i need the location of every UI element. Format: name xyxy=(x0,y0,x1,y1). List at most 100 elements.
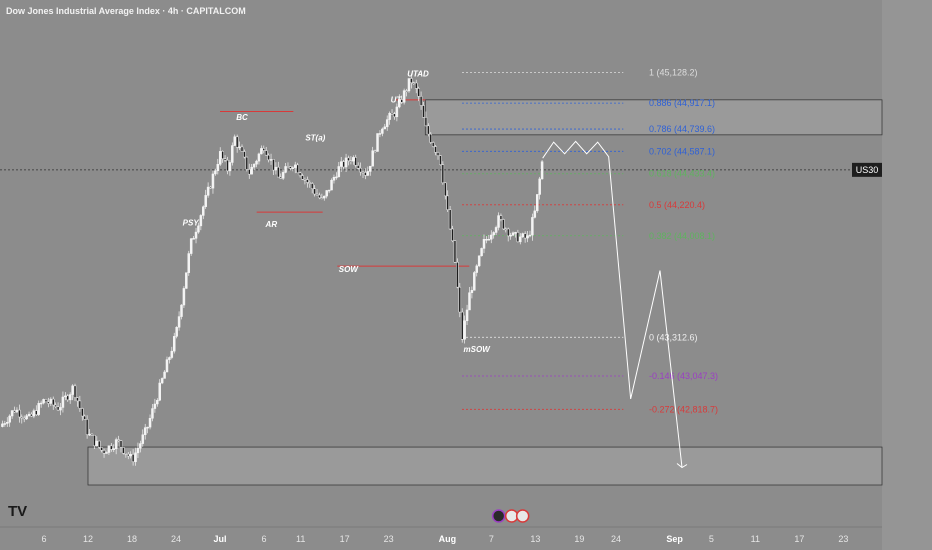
candle xyxy=(44,398,48,403)
candle-body xyxy=(342,161,345,168)
candle-body xyxy=(25,415,28,420)
candle-body xyxy=(439,155,442,165)
candle xyxy=(511,231,515,237)
candle-body xyxy=(153,403,157,409)
candle xyxy=(313,185,316,197)
candle-body xyxy=(61,396,65,408)
candle xyxy=(490,230,493,244)
candle xyxy=(526,231,529,243)
candle xyxy=(260,145,263,155)
candle xyxy=(83,414,86,420)
candle-body xyxy=(95,440,99,447)
candle-body xyxy=(327,189,331,192)
candle xyxy=(235,134,239,153)
fib-label--0.146: -0.146 (43,047.3) xyxy=(649,371,718,381)
candle-body xyxy=(310,183,314,189)
candle-body xyxy=(506,228,510,237)
candle-body xyxy=(117,439,120,441)
projection-arrowhead xyxy=(676,463,688,469)
candle xyxy=(264,146,268,156)
candle-body xyxy=(165,359,169,373)
candle xyxy=(446,190,449,212)
candle-body xyxy=(291,167,295,169)
candle xyxy=(303,177,307,185)
candle-body xyxy=(410,78,413,83)
candle-body xyxy=(238,146,241,149)
candle xyxy=(243,149,246,159)
candle-body xyxy=(441,164,445,184)
x-tick-label: 17 xyxy=(794,534,804,544)
candle xyxy=(35,405,38,417)
candle-body xyxy=(427,125,430,135)
candle-body xyxy=(323,195,326,199)
candle-body xyxy=(223,158,227,161)
candle xyxy=(361,170,365,178)
candle-body xyxy=(451,228,454,241)
candle-body xyxy=(318,194,321,199)
candle-body xyxy=(156,400,159,405)
candle xyxy=(480,247,483,257)
candle-body xyxy=(172,336,176,352)
candle-body xyxy=(37,403,40,415)
candle xyxy=(274,162,278,175)
candle-body xyxy=(281,172,285,179)
candle-body xyxy=(385,119,389,128)
candle xyxy=(323,195,326,201)
candle xyxy=(59,402,62,416)
candle xyxy=(315,188,319,196)
candle xyxy=(226,156,229,175)
candle xyxy=(444,182,447,200)
candle xyxy=(325,190,328,199)
candle xyxy=(347,155,350,166)
candle-body xyxy=(83,415,86,420)
candle-body xyxy=(444,182,447,197)
candle xyxy=(284,163,287,174)
candle-body xyxy=(90,433,94,436)
candle xyxy=(405,88,408,97)
candle xyxy=(51,396,55,410)
candle-body xyxy=(49,398,53,404)
candle xyxy=(148,414,152,430)
candle-body xyxy=(528,234,532,237)
candle xyxy=(519,233,522,245)
candle xyxy=(93,435,96,449)
candle-body xyxy=(51,398,55,406)
candle xyxy=(168,356,171,364)
candle-body xyxy=(235,136,239,148)
candle xyxy=(25,414,28,420)
x-tick-label: 6 xyxy=(261,534,266,544)
candle xyxy=(42,398,45,405)
candle-body xyxy=(400,99,403,103)
candle-body xyxy=(335,176,338,179)
candle xyxy=(497,212,500,231)
candle-body xyxy=(148,418,152,428)
candle xyxy=(407,78,411,93)
candle-body xyxy=(499,215,503,220)
candle-body xyxy=(286,166,290,168)
candle xyxy=(107,445,111,455)
candle xyxy=(218,147,222,166)
candle-body xyxy=(35,410,38,415)
candle-body xyxy=(446,195,449,210)
x-tick-label: 24 xyxy=(171,534,181,544)
candle xyxy=(373,149,377,154)
candle-body xyxy=(3,423,7,425)
candle-body xyxy=(245,156,249,170)
candle xyxy=(206,182,210,198)
candle-body xyxy=(73,385,77,398)
candle xyxy=(134,447,137,466)
candle-body xyxy=(206,186,210,196)
candle-body xyxy=(260,148,263,155)
candle-body xyxy=(250,166,253,175)
candle-body xyxy=(68,394,72,401)
candle-body xyxy=(214,170,217,175)
fib-label-1: 1 (45,128.2) xyxy=(649,67,698,77)
candle xyxy=(277,161,280,178)
candle xyxy=(412,81,416,86)
candle-body xyxy=(76,397,79,402)
candle xyxy=(90,433,94,436)
candle-body xyxy=(369,165,372,172)
tradingview-logo: TV xyxy=(8,503,27,520)
candle xyxy=(238,141,241,150)
